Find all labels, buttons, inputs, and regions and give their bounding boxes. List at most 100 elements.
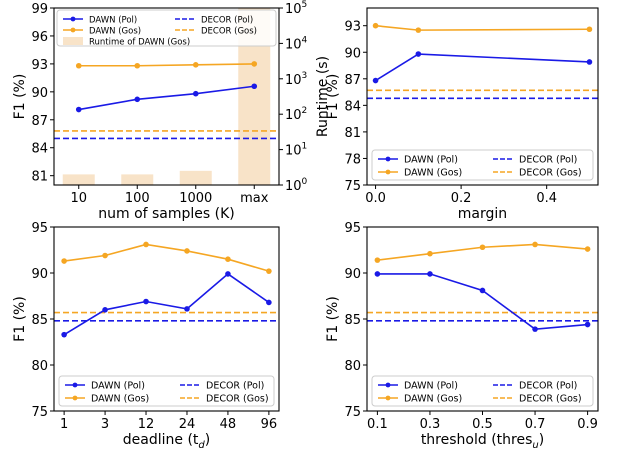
chart-panel-2: 75 78 81 84 87 90 93 0.0 0.2 0.4 margin F1 (%) DAWN … bbox=[325, 7, 599, 222]
legend-dawn-pol-label: DAWN (Pol) bbox=[91, 381, 145, 392]
data-point bbox=[192, 62, 199, 68]
y-tick-label: 84 bbox=[31, 142, 48, 157]
y-tick-label: 87 bbox=[344, 73, 361, 88]
data-point bbox=[266, 299, 272, 306]
data-point bbox=[374, 257, 381, 263]
y-tick-label: 93 bbox=[31, 58, 48, 73]
x-tick-label: 1 bbox=[60, 417, 68, 432]
x-tick-label: 0.1 bbox=[367, 417, 388, 432]
y-tick-label: 75 bbox=[31, 405, 48, 420]
y-tick-label: 95 bbox=[31, 221, 48, 236]
y2-tick-base: 10 bbox=[285, 37, 302, 52]
y-axis-label: F1 (%) bbox=[12, 74, 28, 120]
data-point bbox=[266, 268, 272, 274]
data-point bbox=[415, 27, 422, 33]
x-axis-label-subscript: d bbox=[198, 440, 205, 451]
series-line-dawn-pol bbox=[375, 53, 590, 82]
data-point bbox=[372, 77, 379, 84]
x-tick-label: 1000 bbox=[179, 191, 212, 206]
legend-box bbox=[58, 375, 275, 407]
y-tick-label: 78 bbox=[344, 152, 361, 167]
x-tick-label: 10 bbox=[70, 191, 87, 206]
series-line-dawn-gos bbox=[375, 24, 590, 31]
data-point bbox=[586, 59, 593, 65]
legend-dawn-gos-marker bbox=[385, 395, 391, 401]
y-tick-label: 99 bbox=[31, 2, 48, 17]
x-tick-label: 0.2 bbox=[451, 191, 472, 206]
legend-dawn-pol-label: DAWN (Pol) bbox=[404, 155, 458, 166]
data-point bbox=[584, 321, 591, 328]
chart-panel-3: 75 80 85 90 95 1 3 12 24 48 96 deadline (td) F1 (%) D… bbox=[12, 221, 280, 451]
x-axis-label-subscript: u bbox=[532, 440, 538, 451]
data-point bbox=[372, 22, 379, 29]
data-point bbox=[225, 256, 231, 263]
x-tick-label: 48 bbox=[220, 417, 237, 432]
data-point bbox=[532, 241, 538, 248]
y-tick-label: 81 bbox=[31, 170, 48, 185]
y-tick-label: 75 bbox=[344, 179, 361, 194]
y2-tick-label: 102 bbox=[285, 106, 307, 123]
legend-runtime-swatch bbox=[63, 37, 83, 45]
y-tick-label: 80 bbox=[31, 359, 48, 374]
x-axis-label-text: threshold (thres bbox=[421, 432, 533, 448]
y-tick-label: 85 bbox=[31, 313, 48, 328]
legend-dawn-pol-marker bbox=[70, 16, 76, 22]
x-tick-label: max bbox=[240, 191, 269, 206]
x-axis-label: deadline (td) bbox=[123, 432, 210, 451]
legend-dawn-pol-label: DAWN (Pol) bbox=[89, 16, 137, 26]
y2-tick-exponent: 2 bbox=[302, 106, 308, 116]
data-point bbox=[61, 258, 67, 264]
plot-frame bbox=[53, 7, 280, 186]
legend-dawn-gos-label: DAWN (Gos) bbox=[404, 168, 462, 179]
runtime-bar bbox=[179, 170, 212, 185]
x-tick-label: 3 bbox=[101, 417, 109, 432]
legend-dawn-gos-label: DAWN (Gos) bbox=[89, 27, 141, 37]
legend-box bbox=[371, 375, 594, 407]
x-tick-label: 0.5 bbox=[472, 417, 493, 432]
x-tick-label: 0.0 bbox=[365, 191, 386, 206]
series-line-dawn-gos bbox=[64, 243, 270, 272]
y-axis-label: F1 (%) bbox=[12, 296, 28, 342]
x-axis-label-end: ) bbox=[539, 432, 544, 448]
series-line-dawn-gos bbox=[78, 63, 255, 67]
data-point bbox=[479, 244, 486, 251]
legend: DAWN (Pol) DAWN (Gos) DECOR (Pol) DECOR (Go… bbox=[58, 375, 275, 407]
data-point bbox=[251, 61, 258, 67]
y2-tick-exponent: 1 bbox=[302, 142, 308, 152]
y2-tick-exponent: 0 bbox=[302, 177, 308, 187]
y2-tick-label: 105 bbox=[285, 0, 307, 17]
data-point bbox=[374, 271, 381, 277]
y-tick-label: 90 bbox=[31, 267, 48, 282]
data-point bbox=[102, 307, 108, 313]
data-point bbox=[75, 62, 82, 69]
y-tick-label: 90 bbox=[344, 46, 361, 61]
y-tick-label: 93 bbox=[344, 20, 361, 35]
x-axis-label-text: margin bbox=[458, 206, 507, 222]
y-tick-label: 85 bbox=[344, 313, 361, 328]
legend-dawn-gos-marker bbox=[72, 395, 78, 401]
legend-box bbox=[56, 9, 277, 47]
legend-decor-gos-label: DECOR (Gos) bbox=[201, 27, 257, 37]
legend-decor-pol-label: DECOR (Pol) bbox=[519, 155, 577, 166]
x-tick-label: 0.9 bbox=[577, 417, 598, 432]
legend-box bbox=[371, 149, 594, 181]
legend-decor-gos-label: DECOR (Gos) bbox=[519, 168, 582, 179]
y-tick-label: 87 bbox=[31, 114, 48, 129]
series-line-dawn-pol bbox=[63, 272, 270, 336]
legend-dawn-gos-label: DAWN (Gos) bbox=[91, 394, 149, 405]
legend-dawn-gos-marker bbox=[70, 27, 76, 33]
chart-panel-4: 75 80 85 90 95 0.1 0.3 0.5 0.7 0.9 threshold (thre… bbox=[325, 221, 599, 451]
data-point bbox=[532, 326, 538, 332]
x-tick-label: 0.3 bbox=[420, 417, 441, 432]
runtime-bar bbox=[62, 174, 95, 185]
legend: DAWN (Pol) DAWN (Gos) DECOR (Pol) DECOR (Go… bbox=[371, 375, 594, 407]
x-axis-label-text: num of samples (K) bbox=[98, 206, 235, 222]
data-point bbox=[251, 83, 258, 90]
data-point bbox=[134, 96, 141, 103]
plot-frame bbox=[366, 7, 599, 186]
legend-dawn-pol-marker bbox=[72, 382, 78, 388]
data-point bbox=[427, 271, 433, 277]
y2-tick-base: 10 bbox=[285, 73, 302, 88]
